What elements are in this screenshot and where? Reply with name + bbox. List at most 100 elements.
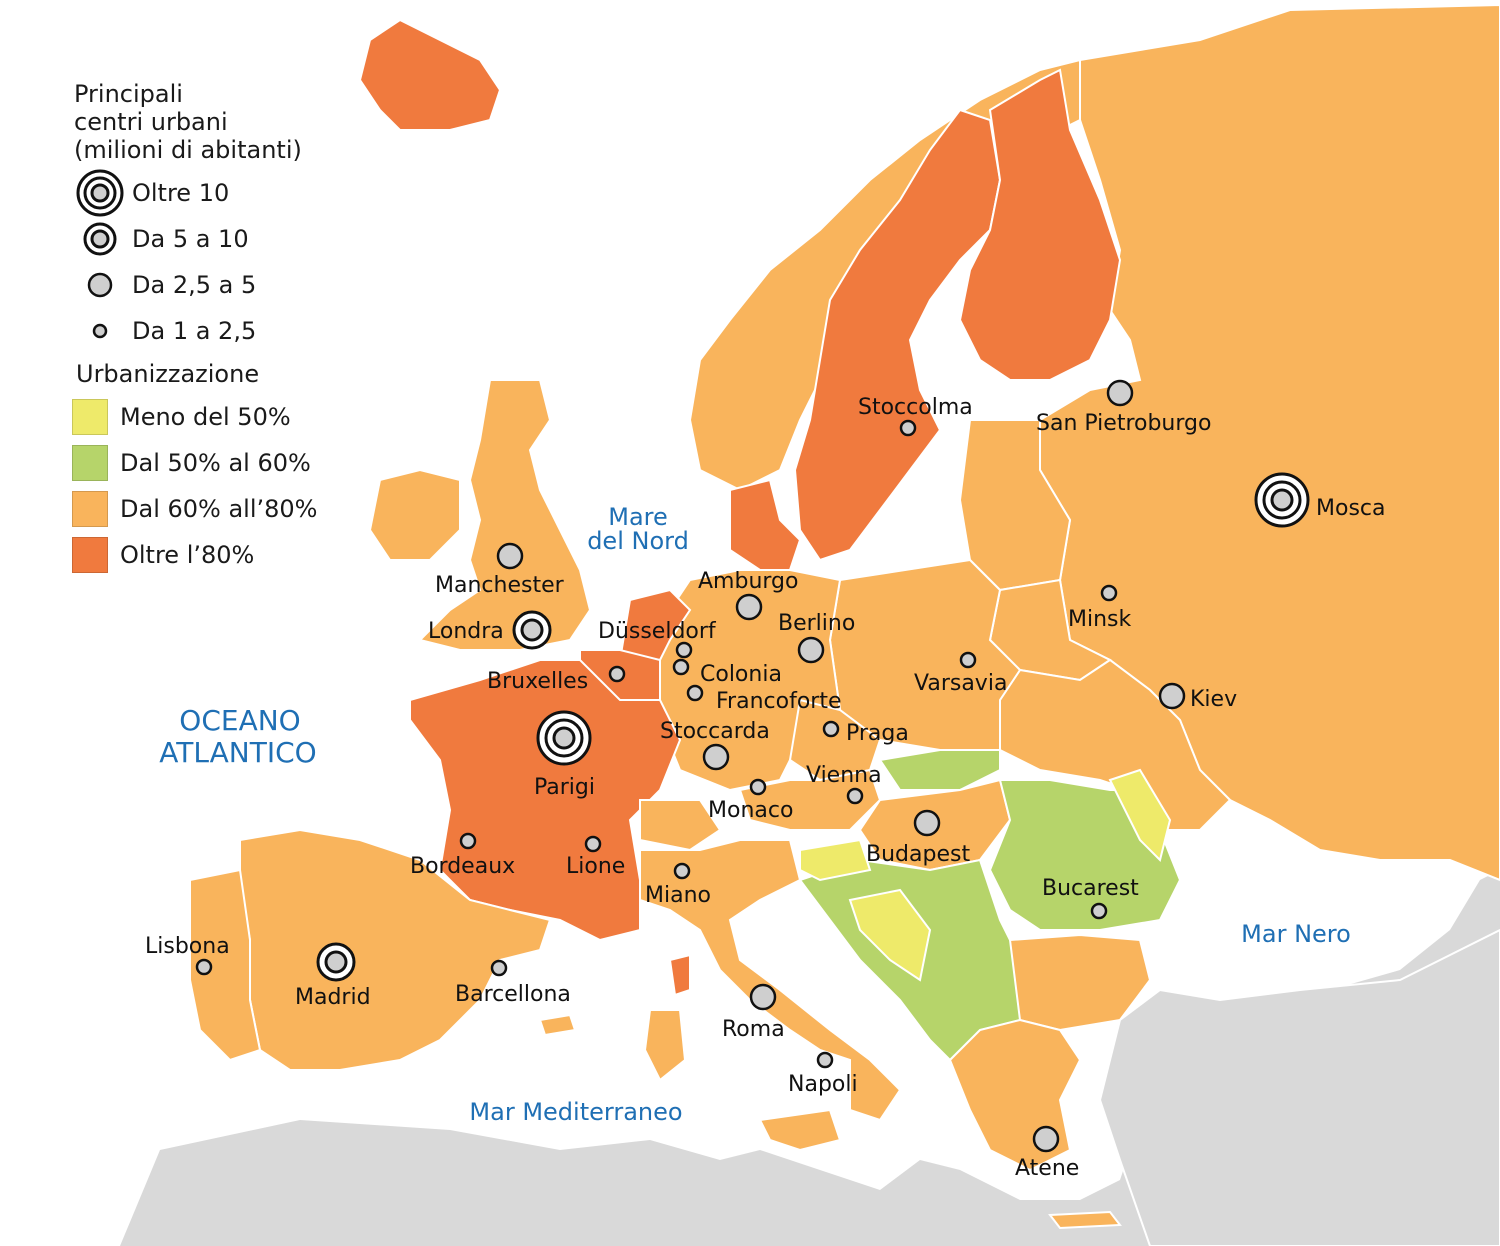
marker-vienna bbox=[846, 787, 864, 805]
label-berlino: Berlino bbox=[778, 611, 855, 636]
marker-dusseldorf bbox=[675, 641, 693, 659]
balearic-islands bbox=[538, 1013, 577, 1037]
marker-berlino bbox=[797, 636, 825, 664]
city-labels: Mosca Parigi Londra Madrid Manchester Sa… bbox=[145, 395, 1385, 1181]
iceland-region bbox=[358, 18, 502, 131]
marker-san-pietroburgo bbox=[1106, 379, 1134, 407]
italy-region bbox=[639, 839, 902, 1122]
legend-class-60-80: Dal 60% all’80% bbox=[72, 486, 372, 532]
marker-madrid bbox=[316, 942, 356, 982]
label-roma: Roma bbox=[722, 1017, 785, 1042]
mediterranean-sea-label: Mar Mediterraneo bbox=[469, 1098, 682, 1126]
urbanization-legend-title: Urbanizzazione bbox=[76, 360, 260, 388]
black-sea-label: Mar Nero bbox=[1241, 920, 1351, 948]
portugal-region bbox=[189, 868, 262, 1062]
legend-swatch bbox=[72, 399, 108, 435]
marker-mosca bbox=[1254, 472, 1310, 528]
legend-size-label: Da 2,5 a 5 bbox=[132, 271, 257, 299]
city-markers bbox=[195, 379, 1310, 1153]
label-vienna: Vienna bbox=[806, 763, 882, 788]
label-budapest: Budapest bbox=[866, 842, 970, 867]
label-barcellona: Barcellona bbox=[455, 982, 571, 1007]
marker-londra bbox=[512, 610, 552, 650]
marker-lisbona bbox=[195, 958, 213, 976]
switzerland-region bbox=[639, 799, 722, 852]
legend-class-label: Dal 60% all’80% bbox=[120, 495, 318, 523]
crete-island bbox=[1048, 1210, 1122, 1230]
great-britain-region bbox=[418, 379, 592, 651]
marker-kiev bbox=[1158, 682, 1186, 710]
sicily-island bbox=[758, 1108, 842, 1152]
legend-size-over-10: Oltre 10 bbox=[72, 168, 372, 218]
marker-praga bbox=[822, 720, 840, 738]
marker-varsavia bbox=[959, 651, 977, 669]
slovenia-region bbox=[799, 838, 872, 882]
label-kiev: Kiev bbox=[1190, 687, 1237, 712]
label-bucarest: Bucarest bbox=[1042, 876, 1139, 901]
label-monaco: Monaco bbox=[708, 798, 793, 823]
cities-legend-title: Principali centri urbani (milioni di abi… bbox=[74, 80, 372, 164]
legend-size-1-2-5: Da 1 a 2,5 bbox=[72, 308, 372, 354]
legend-class-label: Oltre l’80% bbox=[120, 541, 255, 569]
marker-napoli bbox=[816, 1051, 834, 1069]
legend-class-over-80: Oltre l’80% bbox=[72, 532, 372, 578]
label-londra: Londra bbox=[428, 619, 504, 644]
label-lione: Lione bbox=[566, 854, 625, 879]
marker-miano bbox=[673, 862, 691, 880]
label-colonia: Colonia bbox=[700, 662, 782, 687]
marker-roma bbox=[749, 983, 777, 1011]
ireland-region bbox=[368, 468, 461, 561]
label-amburgo: Amburgo bbox=[698, 569, 798, 594]
label-praga: Praga bbox=[846, 721, 909, 746]
marker-manchester bbox=[496, 542, 524, 570]
greece-region bbox=[948, 1018, 1082, 1172]
finland-region bbox=[958, 68, 1122, 381]
sweden-region bbox=[793, 108, 1002, 562]
legend-swatch bbox=[72, 537, 108, 573]
cities-legend-title-line: (milioni di abitanti) bbox=[74, 136, 302, 164]
marker-stoccarda bbox=[702, 743, 730, 771]
atlantic-ocean-label: OCEANO bbox=[179, 704, 300, 737]
label-miano: Miano bbox=[645, 883, 711, 908]
label-minsk: Minsk bbox=[1068, 607, 1131, 632]
marker-lione bbox=[584, 835, 602, 853]
label-bruxelles: Bruxelles bbox=[487, 669, 588, 694]
sardinia-island bbox=[643, 1009, 687, 1082]
marker-budapest bbox=[913, 809, 941, 837]
label-stoccarda: Stoccarda bbox=[660, 719, 770, 744]
marker-francoforte bbox=[686, 684, 704, 702]
legend-size-label: Da 5 a 10 bbox=[132, 225, 249, 253]
corsica-island bbox=[668, 953, 691, 997]
north-sea-label-2: del Nord bbox=[587, 527, 689, 555]
cities-legend-title-line: Principali bbox=[74, 80, 183, 108]
legend-class-50-60: Dal 50% al 60% bbox=[72, 440, 372, 486]
turkey-region bbox=[1098, 928, 1500, 1246]
small-dot-icon bbox=[72, 321, 128, 341]
label-atene: Atene bbox=[1015, 1156, 1079, 1181]
marker-stoccolma bbox=[899, 419, 917, 437]
slovakia-region bbox=[878, 749, 1001, 791]
legend-size-5-10: Da 5 a 10 bbox=[72, 216, 372, 262]
medium-dot-icon bbox=[72, 270, 128, 300]
marker-parigi bbox=[536, 710, 592, 766]
legend-class-label: Meno del 50% bbox=[120, 403, 291, 431]
label-madrid: Madrid bbox=[295, 985, 371, 1010]
legend-class-label: Dal 50% al 60% bbox=[120, 449, 311, 477]
country-shapes bbox=[189, 3, 1500, 1246]
triple-ring-icon bbox=[72, 168, 128, 218]
marker-bucarest bbox=[1090, 902, 1108, 920]
legend-size-label: Oltre 10 bbox=[132, 179, 230, 207]
ukraine-region bbox=[999, 658, 1232, 831]
north-sea-label: Mare bbox=[608, 503, 668, 531]
marker-bruxelles bbox=[608, 665, 626, 683]
label-francoforte: Francoforte bbox=[716, 689, 842, 714]
legend-swatch bbox=[72, 445, 108, 481]
legend-size-label: Da 1 a 2,5 bbox=[132, 317, 257, 345]
cities-legend-title-line: centri urbani bbox=[74, 108, 228, 136]
label-parigi: Parigi bbox=[534, 775, 595, 800]
label-varsavia: Varsavia bbox=[914, 671, 1007, 696]
legend-class-under-50: Meno del 50% bbox=[72, 394, 372, 440]
marker-monaco bbox=[749, 778, 767, 796]
bosnia-region bbox=[848, 888, 932, 982]
